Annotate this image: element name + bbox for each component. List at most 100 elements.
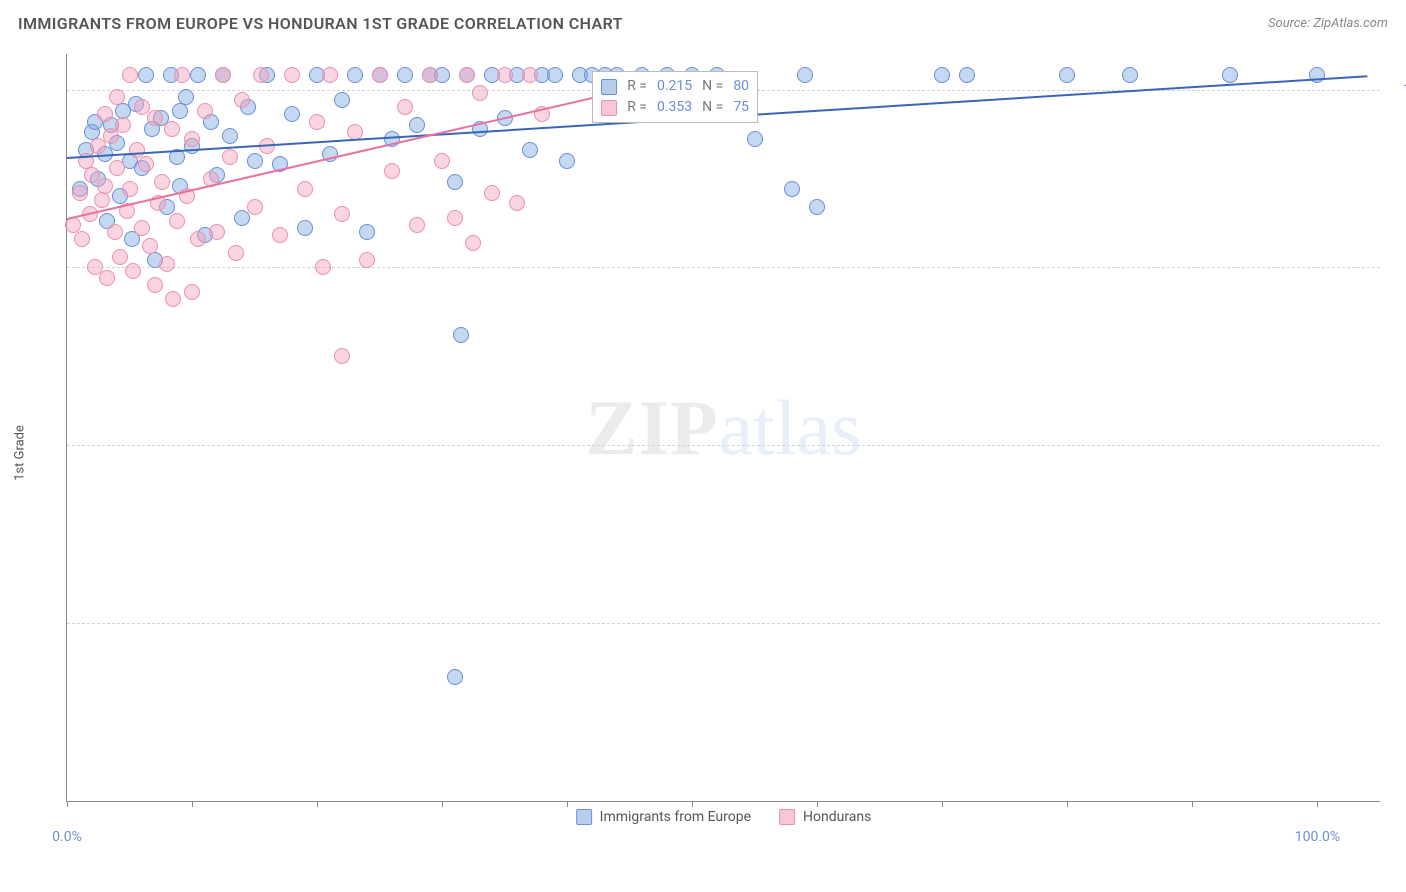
scatter-point [334,92,350,108]
scatter-point [197,103,213,119]
scatter-point [172,103,188,119]
scatter-point [284,106,300,122]
scatter-point [334,206,350,222]
gridline-h [67,445,1380,446]
legend-swatch [576,809,592,825]
scatter-point [422,67,438,83]
scatter-point [497,67,513,83]
legend-item: Immigrants from Europe [576,809,751,825]
scatter-point [465,235,481,251]
scatter-point [228,245,244,261]
scatter-point [434,153,450,169]
scatter-point [447,669,463,685]
scatter-point [959,67,975,83]
legend-swatch [601,100,617,116]
scatter-point [747,131,763,147]
legend-n-key: N = [702,76,723,97]
scatter-point [184,131,200,147]
scatter-point [247,153,263,169]
scatter-point [522,67,538,83]
chart-container: 1st Grade ZIPatlas 85.0%90.0%95.0%100.0%… [20,48,1390,858]
scatter-point [472,85,488,101]
scatter-point [138,67,154,83]
gridline-h [67,267,1380,268]
x-tick [192,801,193,807]
scatter-point [190,231,206,247]
scatter-point [347,67,363,83]
scatter-point [1309,67,1325,83]
x-tick [317,801,318,807]
watermark: ZIPatlas [586,383,862,473]
legend-stats-row: R =0.215N =80 [601,76,749,97]
scatter-point [509,195,525,211]
scatter-point [359,252,375,268]
scatter-point [384,163,400,179]
x-tick [67,801,68,807]
scatter-point [99,270,115,286]
scatter-point [1222,67,1238,83]
scatter-point [253,67,269,83]
x-tick [567,801,568,807]
scatter-point [797,67,813,83]
scatter-point [222,149,238,165]
x-tick-label: 100.0% [1295,829,1340,845]
legend-n-value: 75 [733,97,749,118]
scatter-point [322,67,338,83]
y-axis-label: 1st Grade [13,425,28,481]
y-tick-label: 100.0% [1388,82,1406,98]
scatter-point [184,284,200,300]
legend-label: Immigrants from Europe [600,809,751,825]
scatter-point [112,249,128,265]
scatter-point [165,291,181,307]
scatter-point [447,210,463,226]
scatter-point [97,106,113,122]
scatter-point [447,174,463,190]
legend-series: Immigrants from Europe Hondurans [576,809,872,825]
scatter-point [125,263,141,279]
scatter-point [409,117,425,133]
x-tick [692,801,693,807]
scatter-point [247,199,263,215]
legend-label: Hondurans [803,809,871,825]
scatter-point [159,256,175,272]
plot-area: ZIPatlas 85.0%90.0%95.0%100.0%0.0%100.0%… [66,54,1380,802]
x-tick [817,801,818,807]
scatter-point [359,224,375,240]
scatter-point [74,231,90,247]
scatter-point [142,238,158,254]
y-tick-label: 90.0% [1388,437,1406,453]
legend-n-value: 80 [733,76,749,97]
scatter-point [934,67,950,83]
legend-r-value: 0.215 [657,76,692,97]
scatter-point [72,185,88,201]
scatter-point [372,67,388,83]
scatter-point [484,185,500,201]
scatter-point [138,156,154,172]
gridline-h [67,623,1380,624]
legend-stats: R =0.215N =80R =0.353N =75 [592,71,758,123]
scatter-point [1122,67,1138,83]
scatter-point [409,217,425,233]
scatter-point [147,110,163,126]
scatter-point [272,227,288,243]
scatter-point [334,348,350,364]
scatter-point [122,181,138,197]
scatter-point [109,89,125,105]
source-label: Source: ZipAtlas.com [1268,16,1388,31]
scatter-point [215,67,231,83]
scatter-point [190,67,206,83]
legend-r-value: 0.353 [657,97,692,118]
legend-stats-row: R =0.353N =75 [601,97,749,118]
scatter-point [147,277,163,293]
scatter-point [1059,67,1075,83]
x-tick [1067,801,1068,807]
scatter-point [107,224,123,240]
x-tick [1317,801,1318,807]
scatter-point [115,117,131,133]
scatter-point [209,224,225,240]
x-tick [942,801,943,807]
scatter-point [154,174,170,190]
y-tick-label: 95.0% [1388,259,1406,275]
scatter-point [109,160,125,176]
x-tick [442,801,443,807]
